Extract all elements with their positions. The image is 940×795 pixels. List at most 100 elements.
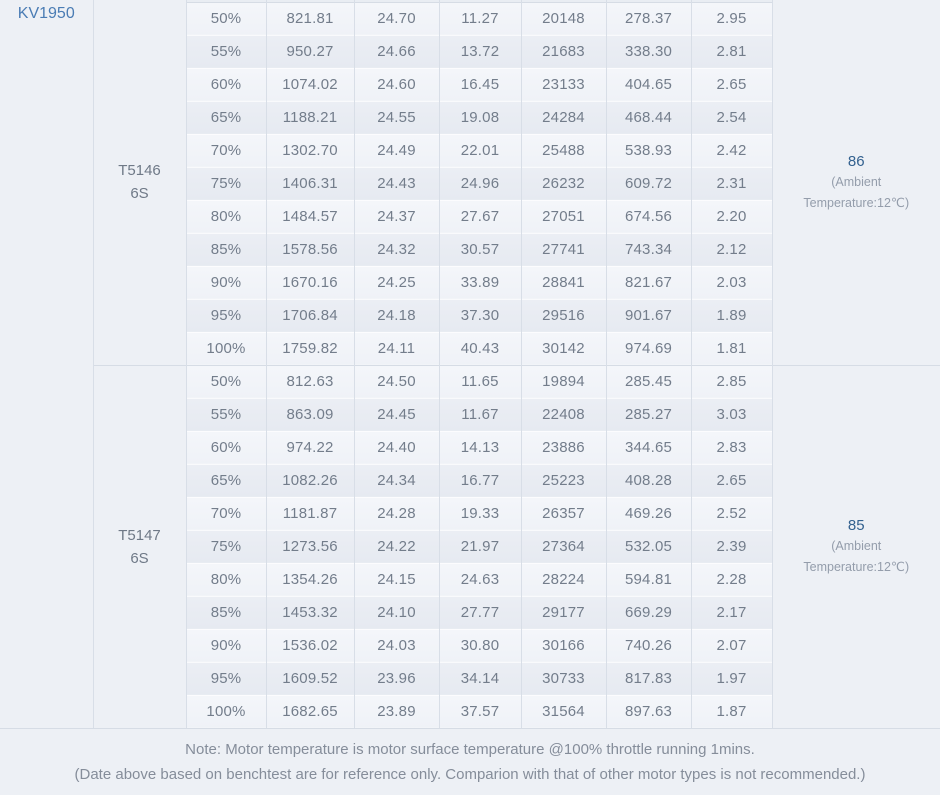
spec-row: 70% 1302.70 24.49 22.01 25488 538.93 2.42 — [0, 133, 940, 167]
power-cell: 344.65 — [605, 430, 691, 464]
voltage-cell: 24.25 — [353, 265, 439, 299]
rpm-cell: 26232 — [520, 166, 606, 200]
throttle-cell: 50% — [185, 364, 266, 398]
throttle-cell: 95% — [185, 661, 266, 695]
efficiency-cell: 2.42 — [690, 133, 772, 167]
efficiency-cell: 2.52 — [690, 496, 772, 530]
spec-row: 100% 1759.82 24.11 40.43 30142 974.69 1.81 — [0, 331, 940, 365]
power-cell: 538.93 — [605, 133, 691, 167]
throttle-cell: 60% — [185, 67, 266, 101]
power-cell: 285.27 — [605, 397, 691, 431]
motor-model-cell: T5147 6S — [92, 364, 186, 728]
current-cell: 37.57 — [438, 694, 521, 728]
rpm-cell: 27051 — [520, 199, 606, 233]
voltage-cell: 24.34 — [353, 463, 439, 497]
efficiency-cell: 1.89 — [690, 298, 772, 332]
rpm-cell: 30166 — [520, 628, 606, 662]
efficiency-cell: 2.07 — [690, 628, 772, 662]
cropped-cell — [353, 0, 439, 2]
thrust-cell: 1484.57 — [265, 199, 354, 233]
power-cell: 285.45 — [605, 364, 691, 398]
current-cell: 11.65 — [438, 364, 521, 398]
efficiency-cell: 2.20 — [690, 199, 772, 233]
cropped-cell — [690, 0, 772, 2]
spec-row: 60% 974.22 24.40 14.13 23886 344.65 2.83 — [0, 430, 940, 464]
spec-row: 80% 1354.26 24.15 24.63 28224 594.81 2.28 — [0, 562, 940, 596]
efficiency-cell: 2.17 — [690, 595, 772, 629]
voltage-cell: 24.66 — [353, 34, 439, 68]
throttle-cell: 65% — [185, 100, 266, 134]
power-cell: 901.67 — [605, 298, 691, 332]
efficiency-cell: 2.31 — [690, 166, 772, 200]
kv-rating-cell: KV1950 — [0, 0, 93, 728]
current-cell: 34.14 — [438, 661, 521, 695]
thrust-cell: 1759.82 — [265, 331, 354, 365]
thrust-cell: 950.27 — [265, 34, 354, 68]
rpm-cell: 28224 — [520, 562, 606, 596]
spec-row: 70% 1181.87 24.28 19.33 26357 469.26 2.52 — [0, 496, 940, 530]
thrust-cell: 974.22 — [265, 430, 354, 464]
thrust-cell: 1453.32 — [265, 595, 354, 629]
current-cell: 14.13 — [438, 430, 521, 464]
thrust-cell: 1354.26 — [265, 562, 354, 596]
rpm-cell: 22408 — [520, 397, 606, 431]
efficiency-cell: 1.87 — [690, 694, 772, 728]
throttle-cell: 75% — [185, 529, 266, 563]
power-cell: 408.28 — [605, 463, 691, 497]
current-cell: 27.77 — [438, 595, 521, 629]
spec-row: 85% 1453.32 24.10 27.77 29177 669.29 2.17 — [0, 595, 940, 629]
voltage-cell: 24.15 — [353, 562, 439, 596]
spec-row: 95% 1706.84 24.18 37.30 29516 901.67 1.89 — [0, 298, 940, 332]
footer-note: Note: Motor temperature is motor surface… — [0, 728, 940, 794]
thrust-cell: 1406.31 — [265, 166, 354, 200]
thrust-cell: 1536.02 — [265, 628, 354, 662]
power-cell: 817.83 — [605, 661, 691, 695]
efficiency-cell: 2.81 — [690, 34, 772, 68]
thrust-cell: 1188.21 — [265, 100, 354, 134]
ambient-note-line: Temperature:12℃) — [803, 195, 910, 210]
thrust-cell: 1302.70 — [265, 133, 354, 167]
voltage-cell: 24.50 — [353, 364, 439, 398]
throttle-cell: 80% — [185, 562, 266, 596]
rpm-cell: 27364 — [520, 529, 606, 563]
current-cell: 30.80 — [438, 628, 521, 662]
ambient-note-line: Temperature:12℃) — [803, 560, 910, 575]
power-cell: 669.29 — [605, 595, 691, 629]
throttle-cell: 100% — [185, 694, 266, 728]
rpm-cell: 29516 — [520, 298, 606, 332]
power-cell: 469.26 — [605, 496, 691, 530]
note-line-2: (Date above based on benchtest are for r… — [74, 765, 866, 783]
efficiency-cell: 2.39 — [690, 529, 772, 563]
spec-row: T5147 6S 50% 812.63 24.50 11.65 19894 285.45 2.8… — [0, 364, 940, 728]
throttle-cell: 70% — [185, 133, 266, 167]
current-cell: 33.89 — [438, 265, 521, 299]
thrust-cell: 1074.02 — [265, 67, 354, 101]
efficiency-cell: 1.81 — [690, 331, 772, 365]
spec-row: 55% 950.27 24.66 13.72 21683 338.30 2.81 — [0, 34, 940, 68]
voltage-cell: 24.32 — [353, 232, 439, 266]
cropped-cell — [605, 0, 691, 2]
rpm-cell: 25223 — [520, 463, 606, 497]
efficiency-cell: 2.65 — [690, 67, 772, 101]
note-line-1: Note: Motor temperature is motor surface… — [185, 740, 755, 758]
efficiency-cell: 2.03 — [690, 265, 772, 299]
throttle-cell: 90% — [185, 628, 266, 662]
rpm-cell: 20148 — [520, 1, 606, 35]
power-cell: 404.65 — [605, 67, 691, 101]
battery-config: 6S — [130, 185, 149, 203]
power-cell: 609.72 — [605, 166, 691, 200]
spec-row: 75% 1406.31 24.43 24.96 26232 609.72 2.31 — [0, 166, 940, 200]
power-cell: 468.44 — [605, 100, 691, 134]
power-cell: 674.56 — [605, 199, 691, 233]
voltage-cell: 24.40 — [353, 430, 439, 464]
thrust-cell: 1181.87 — [265, 496, 354, 530]
current-cell: 30.57 — [438, 232, 521, 266]
thrust-cell: 1682.65 — [265, 694, 354, 728]
thrust-cell: 1670.16 — [265, 265, 354, 299]
current-cell: 13.72 — [438, 34, 521, 68]
throttle-cell: 85% — [185, 595, 266, 629]
cropped-cell — [265, 0, 354, 2]
motor-model: T5147 — [118, 526, 161, 544]
spec-row: 75% 1273.56 24.22 21.97 27364 532.05 2.39 — [0, 529, 940, 563]
spec-row: 90% 1536.02 24.03 30.80 30166 740.26 2.07 — [0, 628, 940, 662]
